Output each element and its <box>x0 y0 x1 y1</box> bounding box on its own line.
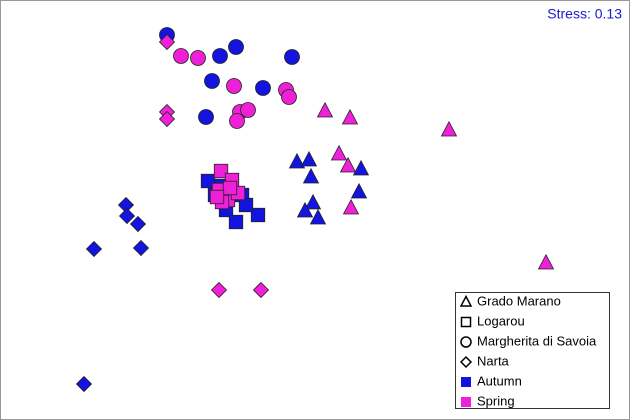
data-point <box>342 198 360 215</box>
data-point <box>281 89 297 105</box>
data-point <box>352 159 370 176</box>
data-point <box>252 281 270 299</box>
data-point <box>118 207 136 225</box>
data-point <box>132 239 150 257</box>
data-point <box>85 240 103 258</box>
data-point <box>288 152 306 169</box>
legend-symbol <box>459 355 473 369</box>
data-point <box>226 78 242 94</box>
data-point <box>75 375 93 393</box>
legend-symbol <box>459 294 473 307</box>
data-point <box>302 167 320 184</box>
legend-label: Narta <box>477 353 510 368</box>
data-point <box>284 49 300 65</box>
data-point <box>212 48 228 64</box>
stress-annotation: Stress: 0.13 <box>547 6 622 22</box>
data-point <box>158 110 176 128</box>
data-point <box>158 33 176 51</box>
data-point <box>173 48 189 64</box>
data-point <box>350 182 368 199</box>
data-point <box>222 180 238 196</box>
legend-label: Grado Marano <box>477 293 561 308</box>
data-point <box>240 102 256 118</box>
data-point <box>229 113 245 129</box>
legend-label: Logarou <box>477 313 525 328</box>
data-point <box>330 144 348 161</box>
data-point <box>341 108 359 125</box>
data-point <box>200 173 216 189</box>
data-point <box>250 207 266 223</box>
legend-symbol <box>460 336 472 348</box>
data-point <box>129 215 147 233</box>
data-point <box>209 189 225 205</box>
data-point <box>309 208 327 225</box>
data-point <box>213 163 229 179</box>
data-point <box>304 193 322 210</box>
legend-swatch <box>461 377 471 387</box>
data-point <box>296 201 314 218</box>
legend-label: Autumn <box>477 373 522 388</box>
data-point <box>537 253 555 270</box>
data-point <box>228 214 244 230</box>
data-point <box>440 120 458 137</box>
legend-label: Margherita di Savoia <box>477 333 597 348</box>
data-point <box>238 197 254 213</box>
data-point <box>339 156 357 173</box>
data-point <box>228 39 244 55</box>
data-point <box>300 150 318 167</box>
legend-symbol <box>460 316 472 328</box>
data-point <box>210 281 228 299</box>
data-point <box>316 101 334 118</box>
legend-label: Spring <box>477 393 515 408</box>
data-point <box>198 109 214 125</box>
legend-swatch <box>461 397 471 407</box>
data-point <box>190 50 206 66</box>
legend-box <box>455 292 610 409</box>
data-point <box>204 73 220 89</box>
data-point <box>255 80 271 96</box>
